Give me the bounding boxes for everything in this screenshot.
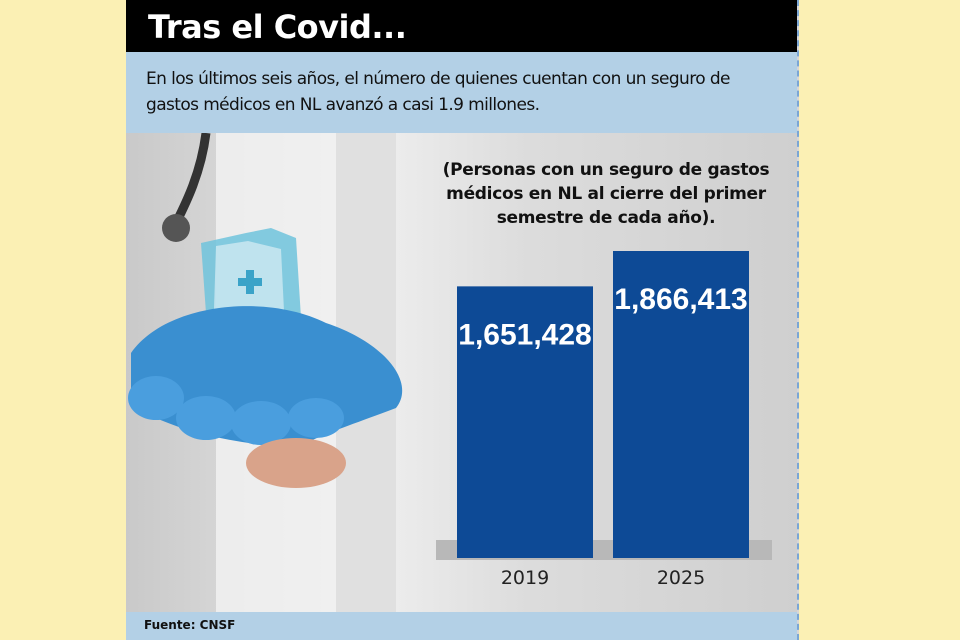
source-note: Fuente: CNSF — [144, 618, 236, 632]
subtitle: En los últimos seis años, el número de q… — [146, 69, 730, 115]
title-bar: Tras el Covid... — [126, 0, 797, 52]
data-label: 1,651,428 — [458, 318, 591, 351]
bar-2025 — [613, 251, 749, 558]
bar-2019 — [457, 286, 593, 558]
data-label: 1,866,413 — [614, 283, 747, 316]
x-tick-label: 2025 — [657, 567, 705, 589]
footer: Fuente: CNSF — [126, 612, 797, 640]
chart-title: (Personas con un seguro de gastos médico… — [442, 160, 770, 228]
doctor-illustration — [128, 132, 403, 612]
subtitle-band: En los últimos seis años, el número de q… — [126, 52, 797, 133]
infographic-panel: Tras el Covid... En los últimos seis año… — [126, 0, 799, 640]
title: Tras el Covid... — [148, 8, 407, 46]
bar-chart: 1,651,428 2019 1,866,413 2025 — [436, 251, 772, 589]
x-tick-label: 2019 — [501, 567, 549, 589]
